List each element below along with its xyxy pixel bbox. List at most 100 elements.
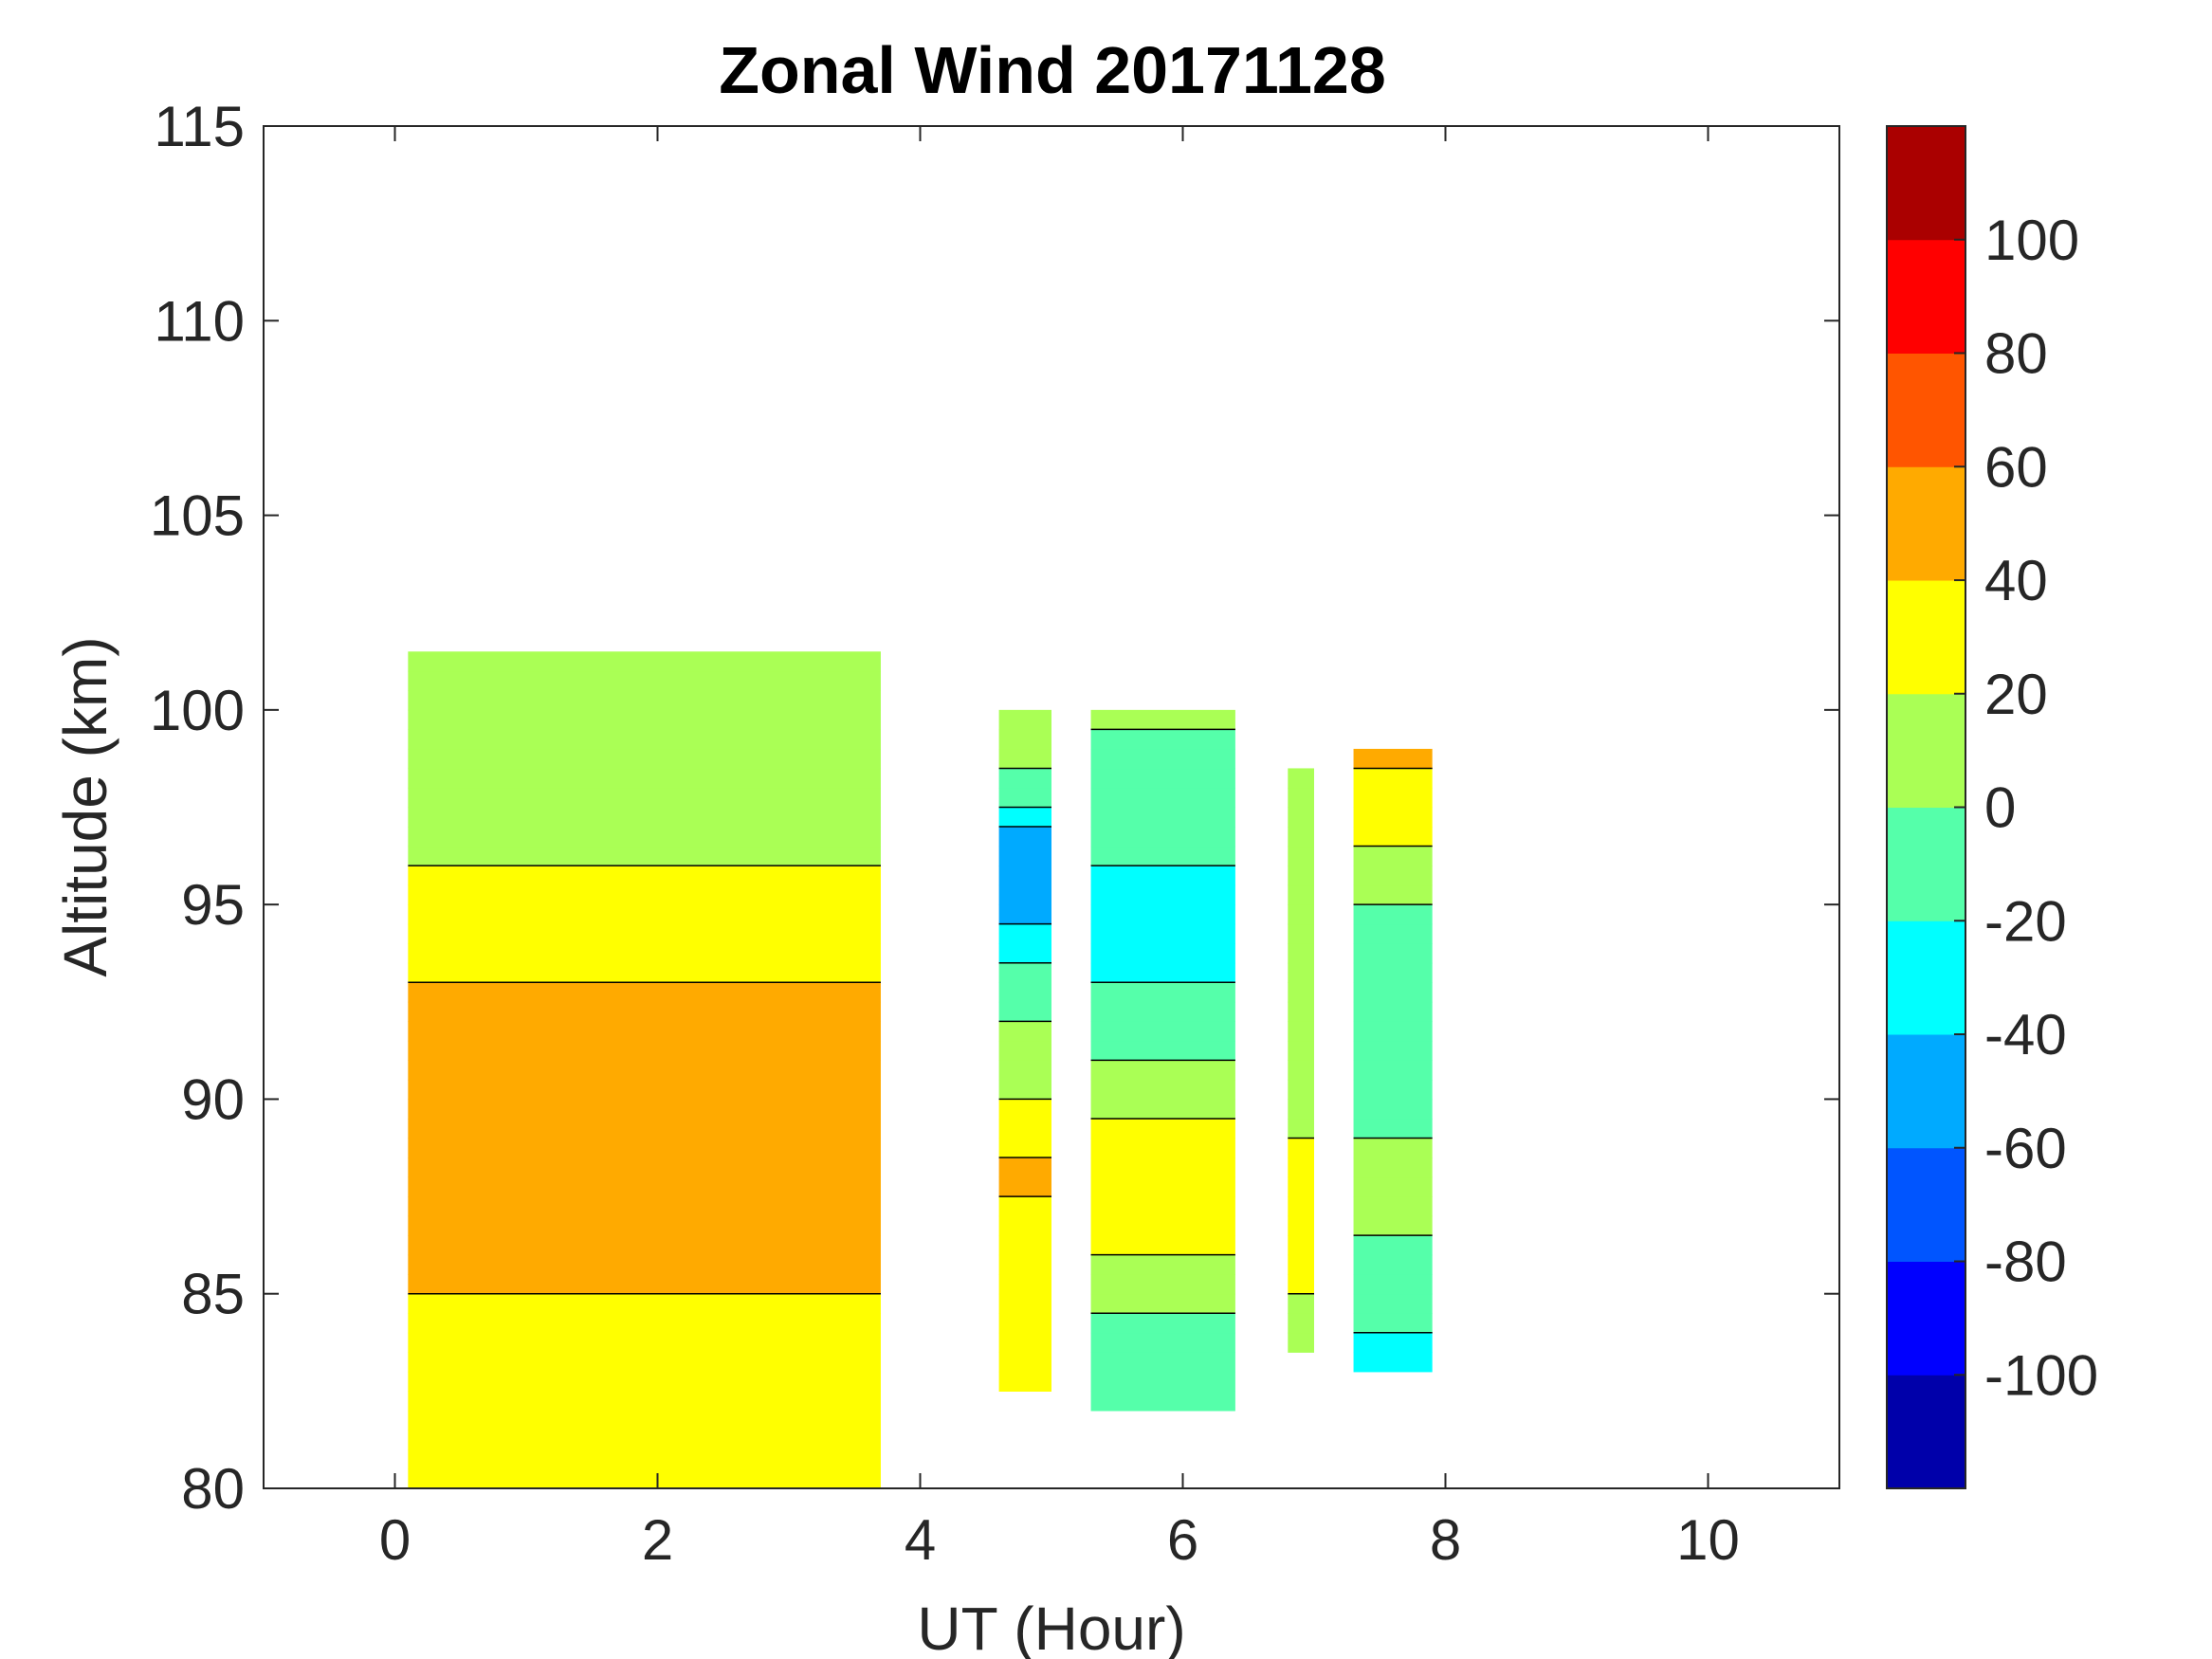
contour-band	[1090, 866, 1235, 886]
contour-band	[1090, 846, 1235, 866]
contour-band	[408, 787, 881, 809]
contour-band	[1090, 1176, 1235, 1197]
contour-band	[1090, 748, 1235, 770]
contour-band	[1090, 1274, 1235, 1295]
contour-band	[408, 866, 881, 886]
x-tick-label: 10	[1676, 1508, 1740, 1572]
contour-band	[1353, 1138, 1433, 1158]
contour-band	[998, 1293, 1051, 1314]
plot-frame	[263, 125, 1840, 1489]
contour-band	[998, 884, 1051, 905]
contour-band	[1353, 943, 1433, 964]
contour-band	[1353, 1040, 1433, 1061]
contour-band	[1288, 1215, 1314, 1236]
contour-band	[1288, 1158, 1314, 1178]
contour-band	[408, 748, 881, 770]
contour-band	[1288, 982, 1314, 1003]
contour-band	[408, 943, 881, 964]
contour-band	[408, 1352, 881, 1373]
contour-band	[1090, 904, 1235, 925]
contour-band	[998, 1196, 1051, 1217]
contour-band	[1353, 1332, 1433, 1353]
contour-band	[998, 1060, 1051, 1081]
contour-band	[1353, 982, 1433, 1003]
contour-band	[1288, 1021, 1314, 1042]
contour-band	[1288, 1060, 1314, 1081]
wind-segment	[1288, 768, 1314, 1353]
y-axis: 80 85 90 95 100 105 110 115	[150, 95, 1839, 1521]
contour-band	[408, 962, 881, 983]
contour-band	[998, 1158, 1051, 1178]
colorbar-tick-label: -20	[1984, 889, 2067, 953]
contour-band	[1288, 1176, 1314, 1197]
x-tick-label: 0	[379, 1508, 411, 1572]
contour-band	[408, 1235, 881, 1256]
y-tick-label: 95	[181, 873, 245, 937]
colorbar-swatch	[1887, 1261, 1965, 1376]
contour-band	[1090, 1060, 1235, 1081]
contour-band	[1353, 1118, 1433, 1139]
contour-band	[1090, 729, 1235, 750]
contour-band	[408, 904, 881, 925]
contour-band	[1090, 787, 1235, 809]
contour-band	[408, 1138, 881, 1158]
contour-band	[1353, 1293, 1433, 1314]
contour-band	[408, 923, 881, 944]
contour-band	[1288, 1099, 1314, 1120]
contour-band	[1353, 962, 1433, 983]
contour-band	[1353, 884, 1433, 905]
contour-band	[998, 846, 1051, 866]
contour-band	[1353, 1313, 1433, 1334]
contour-band	[408, 884, 881, 905]
colorbar-tick-label: -40	[1984, 1003, 2067, 1066]
colorbar-tick-label: 20	[1984, 663, 2048, 726]
contour-band	[1090, 1040, 1235, 1061]
contour-band	[1090, 943, 1235, 964]
contour-band	[1353, 1352, 1433, 1373]
contour-band	[998, 1176, 1051, 1197]
contour-band	[1288, 904, 1314, 925]
contour-band	[408, 1021, 881, 1042]
contour-band	[1353, 748, 1433, 770]
contour-band	[1090, 962, 1235, 983]
contour-band	[1090, 1079, 1235, 1101]
contour-band	[1288, 923, 1314, 944]
contour-band	[1090, 1254, 1235, 1275]
contour-band	[408, 1158, 881, 1178]
colorbar-swatch	[1887, 921, 1965, 1035]
wind-segment	[408, 651, 881, 1489]
contour-band	[1090, 1293, 1235, 1314]
contour-band	[1090, 1196, 1235, 1217]
contour-band	[408, 1001, 881, 1022]
contour-band	[408, 1274, 881, 1295]
contour-band	[998, 1332, 1051, 1353]
contour-band	[1353, 787, 1433, 809]
colorbar-tick-label: 0	[1984, 776, 2016, 840]
contour-band	[998, 709, 1051, 730]
contour-band	[1288, 1254, 1314, 1275]
colorbar-swatch	[1887, 353, 1965, 467]
y-tick-label: 105	[150, 484, 245, 548]
contour-band	[1090, 1118, 1235, 1139]
contour-band	[1090, 1235, 1235, 1256]
contour-band	[1090, 1158, 1235, 1178]
contour-band	[1288, 768, 1314, 789]
contour-band	[1353, 1021, 1433, 1042]
contour-band	[1090, 768, 1235, 789]
contour-band	[408, 1430, 881, 1450]
y-tick-label: 80	[181, 1457, 245, 1521]
colorbar-tick-label: 40	[1984, 549, 2048, 612]
contour-band	[998, 866, 1051, 886]
contour-band	[998, 1138, 1051, 1158]
contour-band	[998, 729, 1051, 750]
contour-band	[1090, 1138, 1235, 1158]
colorbar-tick-label: -100	[1984, 1343, 2098, 1407]
contour-band	[998, 943, 1051, 964]
contour-band	[1288, 1293, 1314, 1314]
contour-band	[998, 962, 1051, 983]
contour-band	[1353, 1158, 1433, 1178]
contour-band	[408, 1293, 881, 1314]
contour-band	[408, 1176, 881, 1197]
contour-band	[1090, 1313, 1235, 1334]
